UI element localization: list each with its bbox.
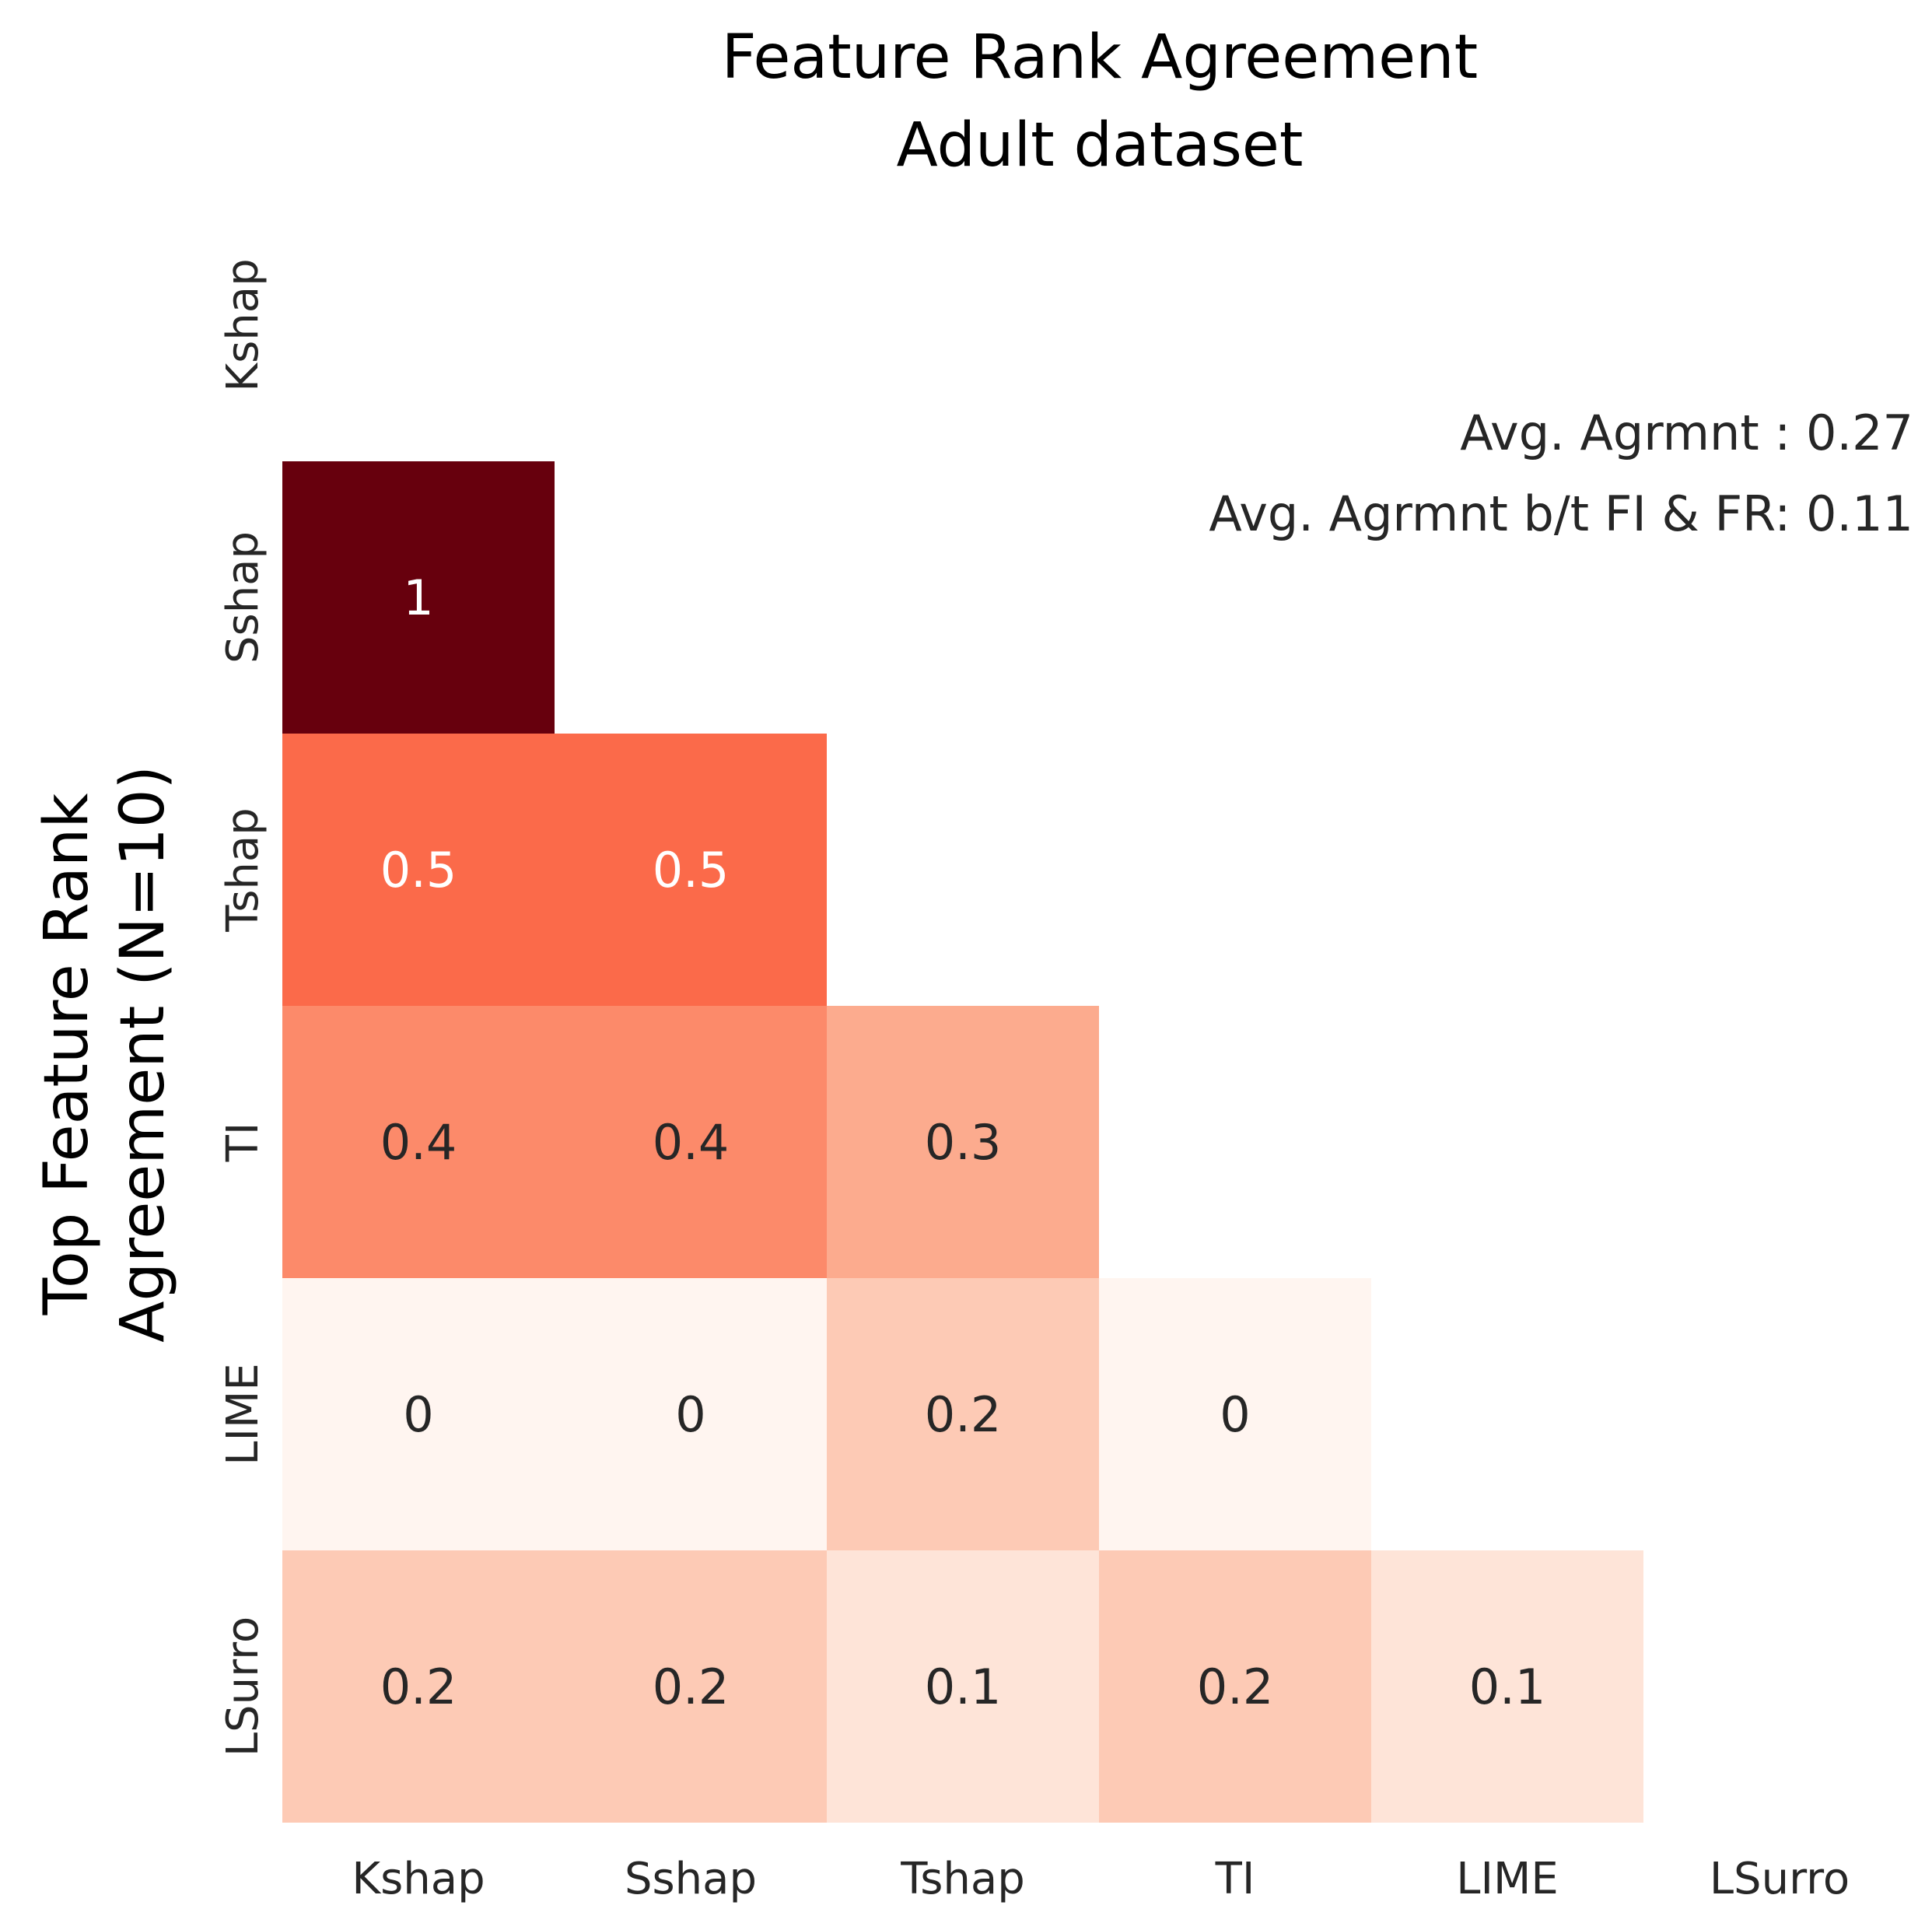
cell-LIME-Kshap: [282, 1278, 555, 1550]
cell-label-Tshap-Sshap: 0.5: [653, 842, 730, 898]
y-tick-Kshap: Kshap: [218, 258, 268, 391]
cell-label-Sshap-Kshap: 1: [403, 569, 433, 626]
cell-TI-Sshap: [555, 1006, 827, 1278]
cell-LSurro-Sshap: [555, 1550, 827, 1823]
y-tick-TI: TI: [218, 1123, 268, 1163]
cell-label-TI-Kshap: 0.4: [380, 1114, 457, 1171]
chart-title-line-2: Adult dataset: [897, 110, 1304, 180]
cell-TI-Tshap: [827, 1006, 1099, 1278]
cell-LIME-Sshap: [555, 1278, 827, 1550]
y-tick-Sshap: Sshap: [218, 531, 268, 664]
cell-label-LSurro-TI: 0.2: [1197, 1659, 1274, 1715]
x-tick-Sshap: Sshap: [625, 1854, 757, 1904]
cell-label-LSurro-LIME: 0.1: [1469, 1659, 1546, 1715]
cell-Tshap-Kshap: [282, 734, 555, 1006]
y-axis-label-line-1: Top Feature Rank: [32, 793, 102, 1316]
heatmap-cells: 1 0.5 0.5 0.4 0.4 0.3 0 0 0.2 0 0.2 0.2 0.1 0.2 0.1: [282, 461, 1643, 1823]
cell-LSurro-Kshap: [282, 1550, 555, 1823]
cell-label-TI-Tshap: 0.3: [925, 1114, 1002, 1171]
x-tick-TI: TI: [1215, 1854, 1255, 1904]
x-tick-LSurro: LSurro: [1710, 1854, 1850, 1904]
cell-label-LSurro-Tshap: 0.1: [925, 1659, 1002, 1715]
avg-agreement-annotation: Avg. Agrmnt : 0.27: [1460, 405, 1913, 461]
y-tick-labels: Kshap Sshap Tshap TI LIME LSurro: [218, 258, 268, 1757]
x-tick-LIME: LIME: [1456, 1854, 1558, 1904]
chart-title-line-1: Feature Rank Agreement: [722, 23, 1478, 93]
x-tick-labels: Kshap Sshap Tshap TI LIME LSurro: [352, 1854, 1850, 1904]
cell-LSurro-TI: [1099, 1550, 1371, 1823]
cell-label-LIME-Kshap: 0: [403, 1386, 433, 1443]
cell-label-TI-Sshap: 0.4: [653, 1114, 730, 1171]
y-axis-label: Top Feature Rank Agreement (N=10): [32, 765, 178, 1343]
cell-LIME-Tshap: [827, 1278, 1099, 1550]
cell-label-Tshap-Kshap: 0.5: [380, 842, 457, 898]
x-tick-Kshap: Kshap: [352, 1854, 485, 1904]
cell-LSurro-Tshap: [827, 1550, 1099, 1823]
y-axis-label-line-2: Agreement (N=10): [108, 765, 178, 1343]
cell-label-LIME-TI: 0: [1220, 1386, 1250, 1443]
cell-Sshap-Kshap: [282, 461, 555, 734]
x-tick-Tshap: Tshap: [900, 1854, 1024, 1904]
cell-label-LSurro-Sshap: 0.2: [653, 1659, 730, 1715]
cell-label-LIME-Sshap: 0: [675, 1386, 705, 1443]
y-tick-Tshap: Tshap: [218, 807, 268, 932]
cell-TI-Kshap: [282, 1006, 555, 1278]
avg-fi-fr-agreement-annotation: Avg. Agrmnt b/t FI & FR: 0.11: [1209, 485, 1913, 542]
y-tick-LSurro: LSurro: [218, 1617, 268, 1757]
cell-label-LIME-Tshap: 0.2: [925, 1386, 1002, 1443]
y-tick-LIME: LIME: [218, 1363, 268, 1465]
cell-Tshap-Sshap: [555, 734, 827, 1006]
cell-LSurro-LIME: [1371, 1550, 1643, 1823]
cell-label-LSurro-Kshap: 0.2: [380, 1659, 457, 1715]
cell-LIME-TI: [1099, 1278, 1371, 1550]
annotations: Avg. Agrmnt : 0.27 Avg. Agrmnt b/t FI & …: [1209, 405, 1913, 542]
chart-title: Feature Rank Agreement Adult dataset: [722, 23, 1478, 180]
